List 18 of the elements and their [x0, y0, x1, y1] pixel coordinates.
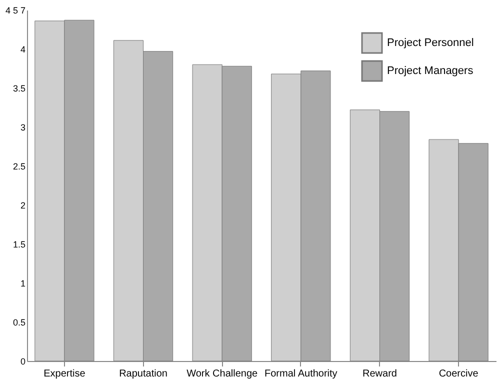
x-tick-label: Formal Authority — [264, 368, 338, 380]
x-tick-label: Raputation — [119, 368, 168, 380]
y-tick-label: 3.5 — [12, 84, 26, 94]
y-tick-label: 2.5 — [12, 162, 26, 172]
y-tick-label: 0 — [20, 356, 26, 366]
x-tick-label: Expertise — [44, 368, 86, 380]
y-tick-label: 1 — [20, 278, 26, 288]
x-tick-label: Work Challenge — [186, 368, 258, 380]
y-tick-label: 3 — [20, 122, 26, 132]
y-tick-label: 4 5 7 — [5, 6, 26, 16]
y-tick-label: 2 — [20, 200, 26, 210]
legend-label: Project Managers — [387, 65, 474, 77]
x-tick-label: Coercive — [438, 368, 479, 380]
y-tick-label: 4 — [20, 44, 26, 54]
y-tick-label: 0.5 — [12, 318, 26, 328]
x-tick-label: Reward — [362, 368, 397, 380]
legend-label: Project Personnel — [387, 37, 474, 49]
y-tick-label: 1.5 — [12, 240, 26, 250]
